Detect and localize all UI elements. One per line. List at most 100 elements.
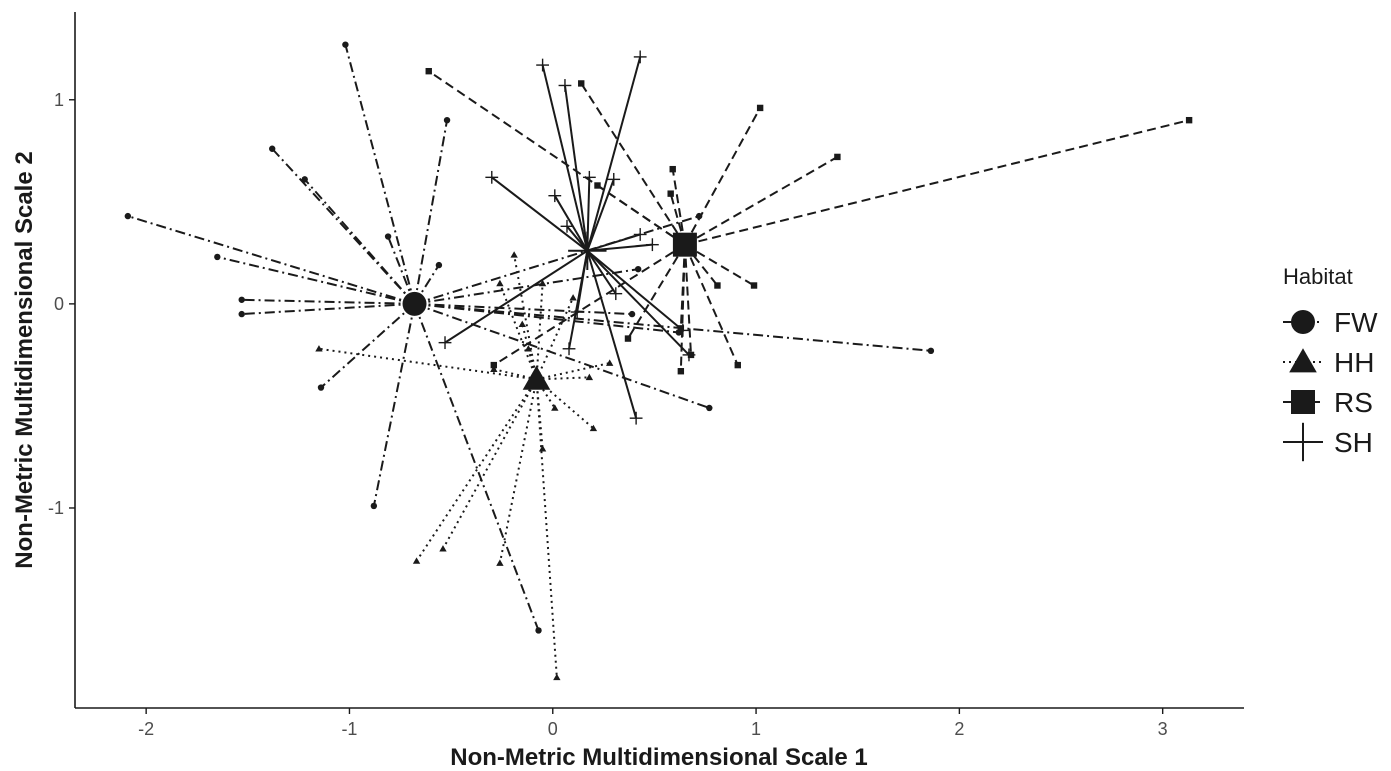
point-sh-2 (558, 79, 572, 92)
spoke-fw-11 (372, 303, 416, 507)
point-fw-7 (435, 261, 443, 269)
spoke-sh-5 (491, 176, 588, 252)
point-fw-11 (370, 502, 378, 510)
spoke-fw-10 (320, 303, 416, 389)
point-sh-1 (633, 50, 647, 64)
spoke-sh-13 (586, 250, 638, 419)
x-axis-title: Non-Metric Multidimensional Scale 1 (450, 744, 867, 771)
spoke-rs-7 (596, 184, 686, 246)
series-rs-points (425, 67, 1193, 375)
point-fw-13 (706, 404, 713, 412)
spoke-sh-2 (563, 85, 589, 251)
spoke-fw-12 (413, 303, 540, 631)
spoke-sh-0 (541, 64, 589, 252)
point-hh-5 (553, 673, 561, 681)
point-hh-16 (538, 279, 547, 287)
legend-marker-fw (1291, 310, 1315, 334)
legend-label-sh: SH (1334, 427, 1373, 458)
spoke-rs-1 (580, 82, 686, 246)
point-hh-2 (439, 545, 447, 552)
x-tick-label-4: 2 (954, 719, 964, 739)
series-hh-spokes (318, 254, 610, 678)
x-tick-label-0: -2 (138, 719, 154, 739)
point-hh-10 (490, 365, 498, 372)
point-sh-5 (485, 170, 499, 184)
spoke-hh-2 (442, 378, 538, 550)
point-rs-0 (425, 67, 432, 75)
legend-items: FW HH RS SH (1283, 307, 1378, 462)
spoke-sh-6 (553, 195, 589, 252)
spoke-hh-11 (513, 254, 538, 380)
point-sh-16 (562, 342, 576, 356)
point-sh-15 (676, 324, 690, 337)
point-sh-11 (570, 305, 584, 319)
series-sh-points (438, 50, 696, 425)
point-sh-9 (645, 238, 659, 252)
x-tick-label-3: 1 (751, 719, 761, 739)
legend-item-sh: SH (1283, 422, 1373, 462)
point-rs-6 (667, 190, 674, 197)
spoke-fw-14 (414, 302, 932, 352)
spoke-fw-18 (414, 215, 700, 305)
point-hh-7 (551, 404, 559, 411)
spoke-hh-5 (535, 379, 558, 678)
point-hh-4 (538, 445, 547, 452)
spoke-rs-0 (428, 70, 686, 246)
spoke-sh-16 (568, 250, 589, 349)
legend-label-rs: RS (1334, 387, 1373, 418)
axes: -2 -1 0 1 2 3 -1 0 1 (48, 12, 1244, 739)
spoke-hh-0 (318, 347, 537, 381)
point-fw-9 (238, 310, 245, 318)
spoke-sh-1 (586, 56, 642, 252)
point-fw-12 (535, 627, 542, 634)
point-rs-12 (624, 335, 632, 342)
point-fw-2 (269, 145, 276, 152)
legend-marker-hh (1289, 348, 1317, 373)
point-rs-3 (1185, 116, 1193, 124)
plot-area (124, 41, 1193, 681)
series-hh-points (315, 251, 614, 681)
spoke-hh-9 (536, 376, 590, 381)
point-fw-14 (927, 347, 935, 355)
point-sh-8 (633, 228, 647, 241)
y-tick-label-2: 1 (54, 90, 64, 110)
x-tick-label-2: 0 (548, 719, 558, 739)
point-sh-7 (560, 219, 574, 233)
spoke-rs-5 (671, 169, 686, 245)
spoke-hh-8 (536, 362, 610, 381)
point-rs-10 (734, 361, 741, 369)
point-rs-11 (677, 368, 685, 375)
spoke-sh-9 (587, 243, 653, 252)
spoke-hh-3 (498, 379, 538, 564)
spoke-sh-15 (586, 250, 684, 332)
legend-item-rs: RS (1283, 387, 1373, 418)
centroid-hh (522, 365, 551, 390)
point-fw-8 (238, 296, 245, 303)
point-sh-3 (582, 170, 596, 184)
y-axis-title: Non-Metric Multidimensional Scale 2 (11, 151, 38, 568)
point-rs-1 (578, 80, 585, 87)
point-fw-16 (628, 310, 636, 318)
series-rs-spokes (428, 70, 1190, 372)
point-hh-12 (496, 279, 504, 287)
spoke-rs-2 (684, 107, 762, 246)
legend-label-hh: HH (1334, 347, 1374, 378)
spoke-fw-13 (414, 302, 710, 409)
point-rs-9 (714, 282, 721, 289)
point-rs-14 (677, 325, 685, 332)
point-fw-5 (384, 233, 392, 240)
spoke-fw-15 (414, 302, 679, 334)
y-tick-label-1: 0 (54, 294, 64, 314)
point-hh-14 (518, 320, 526, 328)
spoke-rs-4 (684, 156, 838, 246)
spoke-sh-10 (586, 250, 617, 295)
series-fw-points (124, 41, 935, 634)
point-fw-1 (443, 116, 451, 124)
spoke-fw-4 (127, 215, 415, 305)
spoke-sh-12 (444, 249, 588, 344)
legend-marker-sh (1283, 422, 1323, 462)
point-rs-4 (834, 153, 841, 161)
spoke-hh-16 (535, 283, 544, 380)
point-fw-17 (634, 265, 642, 273)
